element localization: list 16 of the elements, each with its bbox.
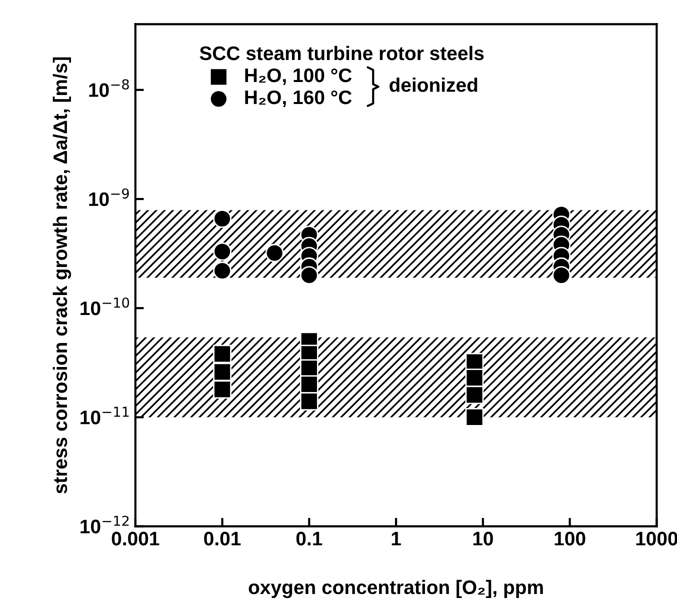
y-tick-label: 10$^{−11}$ bbox=[80, 406, 129, 424]
x-tick-label: 1 bbox=[392, 532, 401, 546]
x-tick-label: 0.001 bbox=[112, 532, 160, 546]
y-tick-label: 10$^{−8}$ bbox=[89, 79, 129, 97]
x-tick-label: 10 bbox=[473, 532, 493, 546]
x-tick-label: 0.01 bbox=[204, 532, 241, 546]
x-axis-title: oxygen concentration [O₂], ppm bbox=[248, 580, 543, 598]
y-tick-label: 10$^{−9}$ bbox=[89, 188, 129, 206]
legend-label: H₂O, 100 °C bbox=[245, 68, 352, 86]
legend-title: SCC steam turbine rotor steels bbox=[200, 46, 484, 60]
y-tick-label: 10$^{−10}$ bbox=[80, 297, 130, 316]
annotation: deionized bbox=[390, 78, 478, 92]
y-axis-title: stress corrosion crack growth rate, Δa/Δt, [m/s] bbox=[52, 57, 72, 494]
x-tick-label: 100 bbox=[554, 532, 586, 546]
x-tick-label: 0.1 bbox=[296, 532, 322, 546]
legend-label: H₂O, 160 °C bbox=[245, 90, 352, 108]
